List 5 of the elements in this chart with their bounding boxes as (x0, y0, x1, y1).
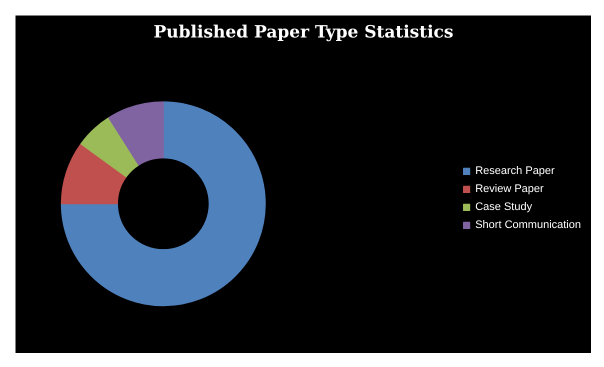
legend-label: Case Study (475, 200, 532, 212)
legend-label: Short Communication (475, 218, 581, 230)
chart-title: Published Paper Type Statistics (154, 22, 454, 42)
legend-label: Research Paper (475, 164, 555, 176)
legend-label: Review Paper (475, 182, 544, 194)
